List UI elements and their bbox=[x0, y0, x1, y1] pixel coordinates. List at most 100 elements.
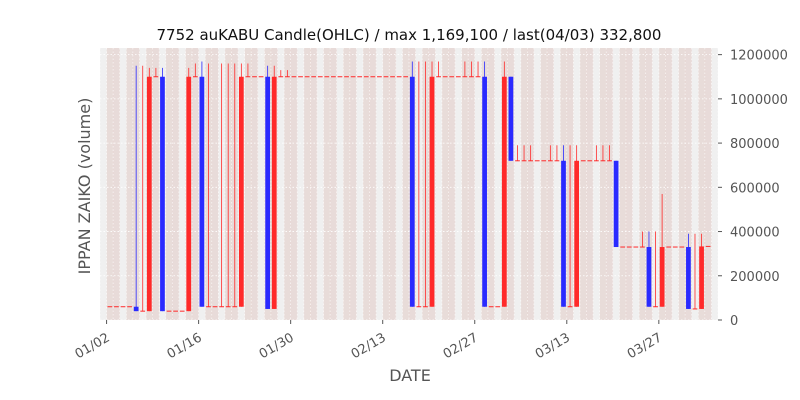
day-band bbox=[441, 48, 449, 320]
candle-body-flat bbox=[528, 160, 533, 162]
y-axis: 0 200000 400000 600000 800000 1000000 1200000 bbox=[718, 49, 788, 329]
candle-body-up bbox=[501, 76, 507, 307]
candle-body-flat bbox=[692, 308, 698, 310]
day-band bbox=[330, 48, 337, 320]
candle-body-flat bbox=[475, 76, 481, 78]
day-band bbox=[704, 48, 712, 320]
candle-body-down bbox=[561, 160, 566, 307]
day-band bbox=[362, 48, 370, 320]
day-band bbox=[310, 48, 318, 320]
day-band bbox=[435, 48, 443, 320]
day-band bbox=[284, 48, 291, 320]
candle-body-flat bbox=[455, 76, 461, 78]
candle-body-flat bbox=[370, 76, 376, 78]
candle-body-flat bbox=[377, 76, 382, 78]
candle-body-flat bbox=[640, 246, 645, 248]
day-band bbox=[678, 48, 686, 320]
candle-body-flat bbox=[206, 306, 211, 308]
candle-body-up bbox=[574, 160, 580, 307]
x-tick-label: 03/27 bbox=[625, 330, 665, 362]
day-band bbox=[527, 48, 535, 320]
candle-body-flat bbox=[488, 306, 494, 308]
candle-body-flat bbox=[416, 306, 422, 308]
candle-body-up bbox=[146, 76, 152, 312]
candle-body-flat bbox=[469, 76, 474, 78]
x-axis: 01/02 01/16 01/30 02/13 02/27 03/13 03/27 bbox=[73, 320, 665, 362]
candle-body-up bbox=[238, 76, 244, 307]
day-band bbox=[461, 48, 469, 320]
candle-body-down bbox=[613, 160, 619, 248]
candle-body-flat bbox=[600, 160, 606, 162]
candle-body-flat bbox=[495, 306, 501, 308]
candle-body-flat bbox=[245, 76, 251, 78]
y-tick-label: 800000 bbox=[730, 137, 780, 152]
candle-body-flat bbox=[383, 76, 389, 78]
day-band bbox=[297, 48, 305, 320]
day-band bbox=[356, 48, 364, 320]
candle-body-flat bbox=[620, 246, 626, 248]
day-band bbox=[671, 48, 679, 320]
candle-body-up bbox=[271, 76, 277, 309]
day-band bbox=[507, 48, 515, 320]
chart-title: 7752 auKABU Candle(OHLC) / max 1,169,100… bbox=[157, 26, 662, 44]
day-band bbox=[553, 48, 561, 320]
candle-body-flat bbox=[258, 76, 264, 78]
candle-body-flat bbox=[594, 160, 599, 162]
day-band bbox=[547, 48, 554, 320]
day-band bbox=[369, 48, 377, 320]
candle-body-flat bbox=[587, 160, 593, 162]
candle-body-flat bbox=[607, 160, 612, 162]
candle-body-flat bbox=[140, 310, 146, 312]
day-band bbox=[494, 48, 502, 320]
day-band bbox=[126, 48, 134, 320]
candle-body-flat bbox=[291, 76, 297, 78]
candle-body-flat bbox=[541, 160, 547, 162]
candle-body-flat bbox=[120, 306, 126, 308]
candle-body-flat bbox=[442, 76, 448, 78]
day-band bbox=[290, 48, 298, 320]
candle-body-flat bbox=[285, 76, 290, 78]
candle-body-flat bbox=[311, 76, 317, 78]
x-tick-label: 01/16 bbox=[165, 330, 205, 362]
candle-body-flat bbox=[554, 160, 560, 162]
candle-body-flat bbox=[166, 310, 172, 312]
day-band bbox=[349, 48, 357, 320]
x-tick-label: 01/30 bbox=[257, 330, 297, 362]
candle-body-flat bbox=[331, 76, 336, 78]
day-band bbox=[540, 48, 548, 320]
candle-body-flat bbox=[521, 160, 527, 162]
candle-body-flat bbox=[705, 245, 711, 247]
candle-body-down bbox=[133, 306, 139, 312]
candle-series bbox=[107, 61, 711, 312]
day-band bbox=[152, 48, 160, 320]
x-tick-label: 02/13 bbox=[349, 330, 389, 362]
candle-body-flat bbox=[298, 76, 303, 78]
day-band bbox=[106, 48, 114, 320]
day-band bbox=[100, 48, 107, 320]
day-band bbox=[336, 48, 344, 320]
day-band bbox=[172, 48, 180, 320]
day-band bbox=[652, 48, 660, 320]
candle-body-down bbox=[160, 76, 165, 312]
y-tick-label: 1200000 bbox=[730, 49, 788, 64]
candle-body-down bbox=[409, 76, 415, 307]
candle-body-down bbox=[646, 247, 652, 307]
day-band bbox=[645, 48, 653, 320]
x-tick-label: 02/27 bbox=[441, 330, 481, 362]
x-tick-label: 01/02 bbox=[73, 330, 113, 362]
day-band bbox=[625, 48, 633, 320]
day-band bbox=[178, 48, 186, 320]
candle-body-flat bbox=[179, 310, 185, 312]
day-band bbox=[665, 48, 673, 320]
candle-body-flat bbox=[337, 76, 343, 78]
day-band bbox=[211, 48, 219, 320]
day-band bbox=[520, 48, 528, 320]
day-band bbox=[376, 48, 384, 320]
day-band bbox=[448, 48, 456, 320]
day-band bbox=[455, 48, 462, 320]
candle-body-flat bbox=[232, 306, 238, 308]
candle-body-down bbox=[482, 76, 487, 307]
day-band bbox=[395, 48, 403, 320]
candle-body-flat bbox=[679, 246, 685, 248]
